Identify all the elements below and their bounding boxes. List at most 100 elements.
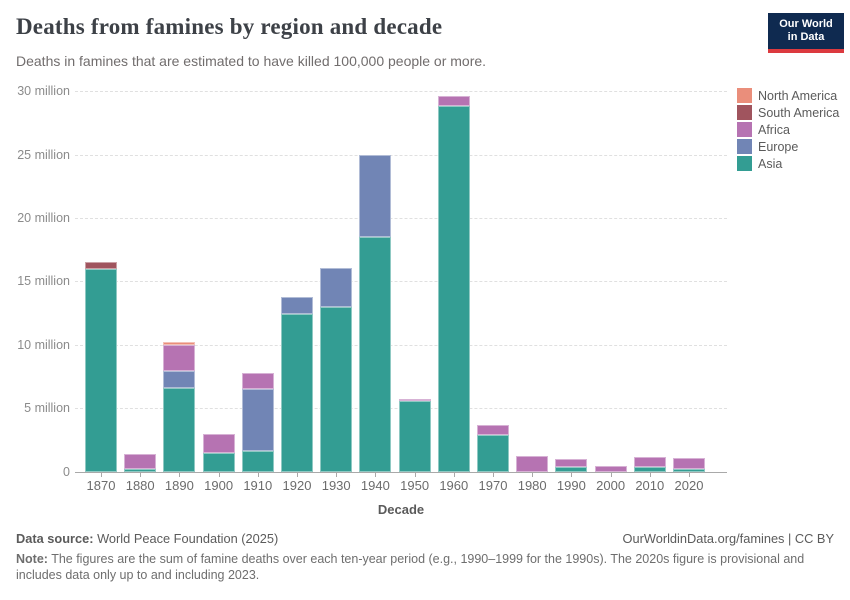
legend-swatch xyxy=(737,139,752,154)
bar-1910-asia[interactable] xyxy=(241,451,274,472)
x-axis-tick-label: 1940 xyxy=(360,477,390,493)
gridline-30 xyxy=(75,91,727,93)
x-axis-title: Decade xyxy=(377,501,425,517)
bar-1870-asia[interactable] xyxy=(85,269,117,472)
bar-1950-africa[interactable] xyxy=(398,398,431,402)
bar-1890-europe[interactable] xyxy=(163,371,196,388)
x-axis-tick-label: 1890 xyxy=(164,477,194,493)
bar-1940 xyxy=(359,155,392,472)
y-axis-tick-label: 30 million xyxy=(17,84,70,99)
legend-item-africa[interactable]: Africa xyxy=(737,121,839,138)
x-axis-tick xyxy=(297,472,298,477)
bar-1930 xyxy=(320,267,353,472)
bar-1920-asia[interactable] xyxy=(281,314,313,472)
legend-label: North America xyxy=(758,88,838,103)
x-axis-tick-label: 1970 xyxy=(478,477,508,493)
page-subtitle: Deaths in famines that are estimated to … xyxy=(16,53,487,69)
x-axis-tick-label: 1900 xyxy=(204,477,234,493)
owid-logo-line2: in Data xyxy=(787,31,825,43)
legend-item-asia[interactable]: Asia xyxy=(737,155,839,172)
y-axis-tick-label: 15 million xyxy=(17,274,70,289)
note-value: The figures are the sum of famine deaths… xyxy=(16,552,805,582)
bar-2000-africa[interactable] xyxy=(594,465,627,472)
x-axis-tick-label: 1880 xyxy=(125,477,155,493)
legend-item-south-america[interactable]: South America xyxy=(737,104,839,121)
footer: Data source: World Peace Foundation (202… xyxy=(16,531,834,546)
bar-2000 xyxy=(594,465,627,472)
bar-1970 xyxy=(477,425,509,472)
bar-1890-north-america[interactable] xyxy=(163,342,196,345)
legend-item-north-america[interactable]: North America xyxy=(737,87,839,104)
datasource-text: Data source: World Peace Foundation (202… xyxy=(16,531,278,546)
legend-swatch xyxy=(737,105,752,120)
bar-1930-europe[interactable] xyxy=(320,267,353,307)
bar-1920-europe[interactable] xyxy=(281,296,313,315)
x-axis-tick-label: 2010 xyxy=(635,477,665,493)
bar-1960-africa[interactable] xyxy=(437,95,470,107)
owid-logo[interactable]: Our World in Data xyxy=(768,13,844,53)
page-title: Deaths from famines by region and decade xyxy=(16,14,443,39)
x-axis-tick-label: 2000 xyxy=(596,477,626,493)
x-axis-tick xyxy=(218,472,220,477)
bar-1910 xyxy=(241,372,274,472)
bar-1910-europe[interactable] xyxy=(241,389,274,452)
bar-2020 xyxy=(673,457,705,472)
note-label: Note: xyxy=(16,552,48,566)
x-axis-tick xyxy=(140,472,142,477)
bar-1880-africa[interactable] xyxy=(124,454,157,469)
y-axis-tick-label: 25 million xyxy=(17,147,70,162)
bar-1990-africa[interactable] xyxy=(555,458,588,468)
bar-1890-africa[interactable] xyxy=(163,344,196,372)
x-axis-tick xyxy=(689,472,690,477)
bar-1940-europe[interactable] xyxy=(359,155,392,238)
x-axis-tick-label: 1990 xyxy=(556,477,586,493)
legend-label: Africa xyxy=(758,122,790,137)
bar-1900 xyxy=(202,433,235,472)
bar-1880-asia[interactable] xyxy=(124,468,157,472)
x-axis-tick xyxy=(453,472,455,477)
bar-2010-africa[interactable] xyxy=(633,456,666,468)
bar-1950 xyxy=(398,398,431,472)
gridline-15 xyxy=(75,281,727,283)
chart-legend: North America South America Africa Europe As… xyxy=(737,87,839,172)
bar-1910-africa[interactable] xyxy=(241,372,274,390)
bar-1940-asia[interactable] xyxy=(359,237,392,472)
bar-2010-asia[interactable] xyxy=(633,467,666,472)
bar-1990-asia[interactable] xyxy=(555,467,588,472)
x-axis-tick-label: 2020 xyxy=(674,477,704,493)
bar-1870-south-america[interactable] xyxy=(85,261,117,270)
x-axis-tick-label: 1870 xyxy=(86,477,116,493)
bar-1930-asia[interactable] xyxy=(320,306,353,472)
datasource-value: World Peace Foundation (2025) xyxy=(93,531,279,546)
bar-1950-asia[interactable] xyxy=(398,401,431,472)
bar-1970-africa[interactable] xyxy=(477,425,509,435)
x-axis-tick xyxy=(610,472,612,477)
bar-2010 xyxy=(633,456,666,472)
legend-label: Asia xyxy=(758,156,783,171)
footer-link[interactable]: OurWorldinData.org/famines | CC BY xyxy=(622,531,834,546)
bar-1900-africa[interactable] xyxy=(202,433,235,453)
y-axis-tick-label: 5 million xyxy=(24,401,70,416)
bar-1880 xyxy=(124,454,157,472)
bar-1970-asia[interactable] xyxy=(477,434,509,472)
bar-2020-asia[interactable] xyxy=(673,468,705,472)
x-axis-tick xyxy=(179,472,181,477)
x-axis-tick-label: 1930 xyxy=(321,477,351,493)
x-axis-tick xyxy=(649,472,651,477)
legend-label: Europe xyxy=(758,139,799,154)
x-axis-tick-label: 1920 xyxy=(282,477,312,493)
bar-1890 xyxy=(163,342,196,472)
bar-1920 xyxy=(281,296,313,472)
gridline-10 xyxy=(75,344,727,346)
x-axis-line xyxy=(75,471,727,473)
bar-1900-asia[interactable] xyxy=(202,452,235,472)
gridline-20 xyxy=(75,218,727,220)
bar-1980-africa[interactable] xyxy=(516,455,549,472)
bar-1890-asia[interactable] xyxy=(163,387,196,472)
x-axis-tick-label: 1950 xyxy=(400,477,430,493)
bar-1960-asia[interactable] xyxy=(437,106,470,472)
y-axis-tick-label: 0 xyxy=(63,464,70,479)
x-axis-tick-label: 1910 xyxy=(243,477,273,493)
bar-2020-africa[interactable] xyxy=(673,457,705,469)
legend-item-europe[interactable]: Europe xyxy=(737,138,839,155)
